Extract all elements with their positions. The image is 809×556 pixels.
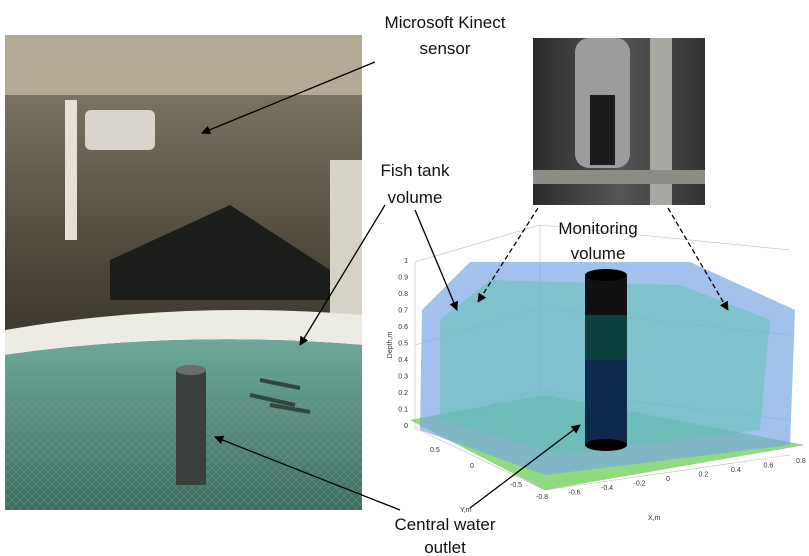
z-tick-label: 0.7 — [398, 308, 408, 315]
label: volume — [571, 244, 626, 263]
kinect-photo — [533, 38, 705, 205]
x-tick-label: 0.8 — [796, 458, 806, 465]
x-tick-label: -0.4 — [601, 485, 613, 492]
y-tick-label: 0 — [470, 463, 474, 470]
x-tick-label: 0.4 — [731, 467, 741, 474]
label: outlet — [424, 538, 466, 556]
axis-label: X,m — [648, 515, 661, 522]
label: Microsoft Kinect — [385, 13, 506, 32]
label: Fish tank — [381, 161, 450, 180]
z-tick-label: 0.9 — [398, 275, 408, 282]
label: volume — [388, 188, 443, 207]
x-tick-label: 0 — [666, 476, 670, 483]
label: sensor — [419, 39, 470, 58]
z-tick-label: 0.8 — [398, 291, 408, 298]
z-tick-label: 0.1 — [398, 407, 408, 414]
axis-label: Depth,m — [387, 332, 394, 359]
y-tick-label: -0.5 — [510, 482, 522, 489]
z-tick-label: 1 — [404, 258, 408, 265]
z-tick-label: 0.4 — [398, 357, 408, 364]
z-tick-label: 0 — [404, 423, 408, 430]
axis-label: Y,m — [460, 507, 472, 514]
figure: 0 0.1 0.2 0.3 0.4 0.5 0.6 0.7 0.8 0.9 1 0.5 0 -0.5 -0.… — [0, 0, 809, 556]
x-tick-label: -0.8 — [536, 494, 548, 501]
x-tick-label: 0.6 — [764, 463, 774, 470]
y-tick-label: 0.5 — [430, 447, 440, 454]
label: Monitoring — [558, 219, 637, 238]
z-tick-label: 0.3 — [398, 374, 408, 381]
x-tick-label: -0.2 — [634, 481, 646, 488]
label: Central water — [394, 515, 495, 534]
volume-plot — [410, 225, 805, 490]
z-tick-label: 0.6 — [398, 324, 408, 331]
x-tick-label: -0.6 — [569, 490, 581, 497]
tank-photo — [5, 35, 362, 510]
z-tick-label: 0.5 — [398, 341, 408, 348]
z-tick-label: 0.2 — [398, 390, 408, 397]
x-tick-label: 0.2 — [699, 472, 709, 479]
